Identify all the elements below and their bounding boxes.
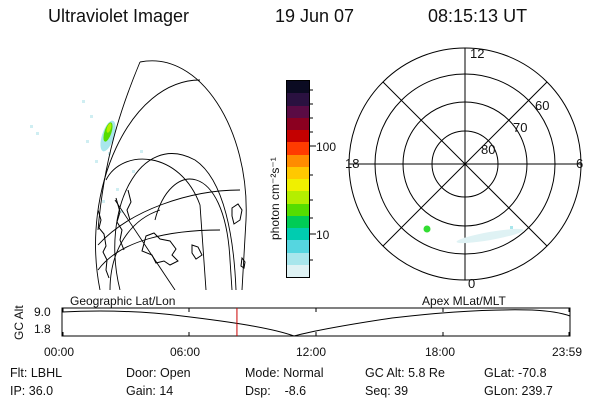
gain-readout: Gain: 14: [126, 384, 174, 398]
auroral-spot: [100, 120, 116, 152]
dsp-readout: Dsp: -8.6: [245, 384, 307, 398]
colorbar-unit-label: photon cm⁻²s⁻¹: [268, 157, 282, 240]
geographic-projection: [30, 60, 247, 290]
polar-label-80: 80: [481, 142, 496, 157]
seq-readout: Seq: 39: [365, 384, 409, 398]
colorbar-swatch: [287, 166, 309, 179]
colorbar: [286, 80, 310, 278]
polar-emission: [423, 225, 524, 244]
colorbar-swatch: [287, 179, 309, 192]
polar-plot: [348, 47, 582, 281]
door-readout: Door: Open: [126, 366, 191, 380]
timeline-xtick-0000: 00:00: [44, 345, 75, 359]
colorbar-swatch: [287, 93, 309, 106]
mode-readout: Mode: Normal: [245, 366, 324, 380]
ip-readout: IP: 36.0: [10, 384, 54, 398]
colorbar-swatch: [287, 252, 309, 265]
altitude-curve: [61, 309, 571, 337]
faint-emission: [30, 100, 143, 213]
timeline-left-label: Geographic Lat/Lon: [70, 294, 176, 308]
altitude-timeline: [61, 307, 571, 337]
timeline-ytick-bottom: 1.8: [34, 322, 51, 336]
colorbar-swatch: [287, 191, 309, 204]
polar-label-60: 60: [535, 98, 550, 113]
timeline-xtick-1800: 18:00: [425, 345, 456, 359]
colorbar-swatch: [287, 240, 309, 253]
colorbar-swatch: [287, 203, 309, 216]
colorbar-swatch: [287, 154, 309, 167]
polar-label-6: 6: [576, 156, 584, 171]
glon-readout: GLon: 239.7: [484, 384, 553, 398]
colorbar-swatch: [287, 228, 309, 241]
colorbar-swatch: [287, 264, 309, 277]
gc-alt-readout: GC Alt: 5.8 Re: [365, 366, 445, 380]
colorbar-tick-100: 100: [316, 140, 337, 154]
colorbar-swatch: [287, 130, 309, 143]
glat-readout: GLat: -70.8: [484, 366, 547, 380]
colorbar-ticks: [309, 89, 316, 261]
filter-readout: Flt: LBHL: [10, 366, 63, 380]
timeline-ytick-top: 9.0: [34, 305, 51, 319]
timeline-xtick-0600: 06:00: [170, 345, 201, 359]
timeline-xtick-1200: 12:00: [296, 345, 327, 359]
observation-time: 08:15:13 UT: [428, 6, 528, 26]
colorbar-swatch: [287, 105, 309, 118]
instrument-title: Ultraviolet Imager: [48, 6, 190, 26]
colorbar-tick-10: 10: [316, 228, 330, 242]
polar-label-0: 0: [468, 276, 476, 291]
timeline-xtick-2359: 23:59: [552, 345, 583, 359]
polar-label-12: 12: [470, 46, 485, 61]
colorbar-swatch: [287, 117, 309, 130]
observation-date: 19 Jun 07: [275, 6, 355, 26]
timeline-axis-label: GC Alt: [12, 305, 26, 340]
colorbar-swatch: [287, 81, 309, 94]
timeline-right-label: Apex MLat/MLT: [422, 294, 506, 308]
colorbar-swatch: [287, 142, 309, 155]
colorbar-swatch: [287, 215, 309, 228]
polar-label-18: 18: [345, 156, 360, 171]
polar-label-70: 70: [513, 120, 528, 135]
